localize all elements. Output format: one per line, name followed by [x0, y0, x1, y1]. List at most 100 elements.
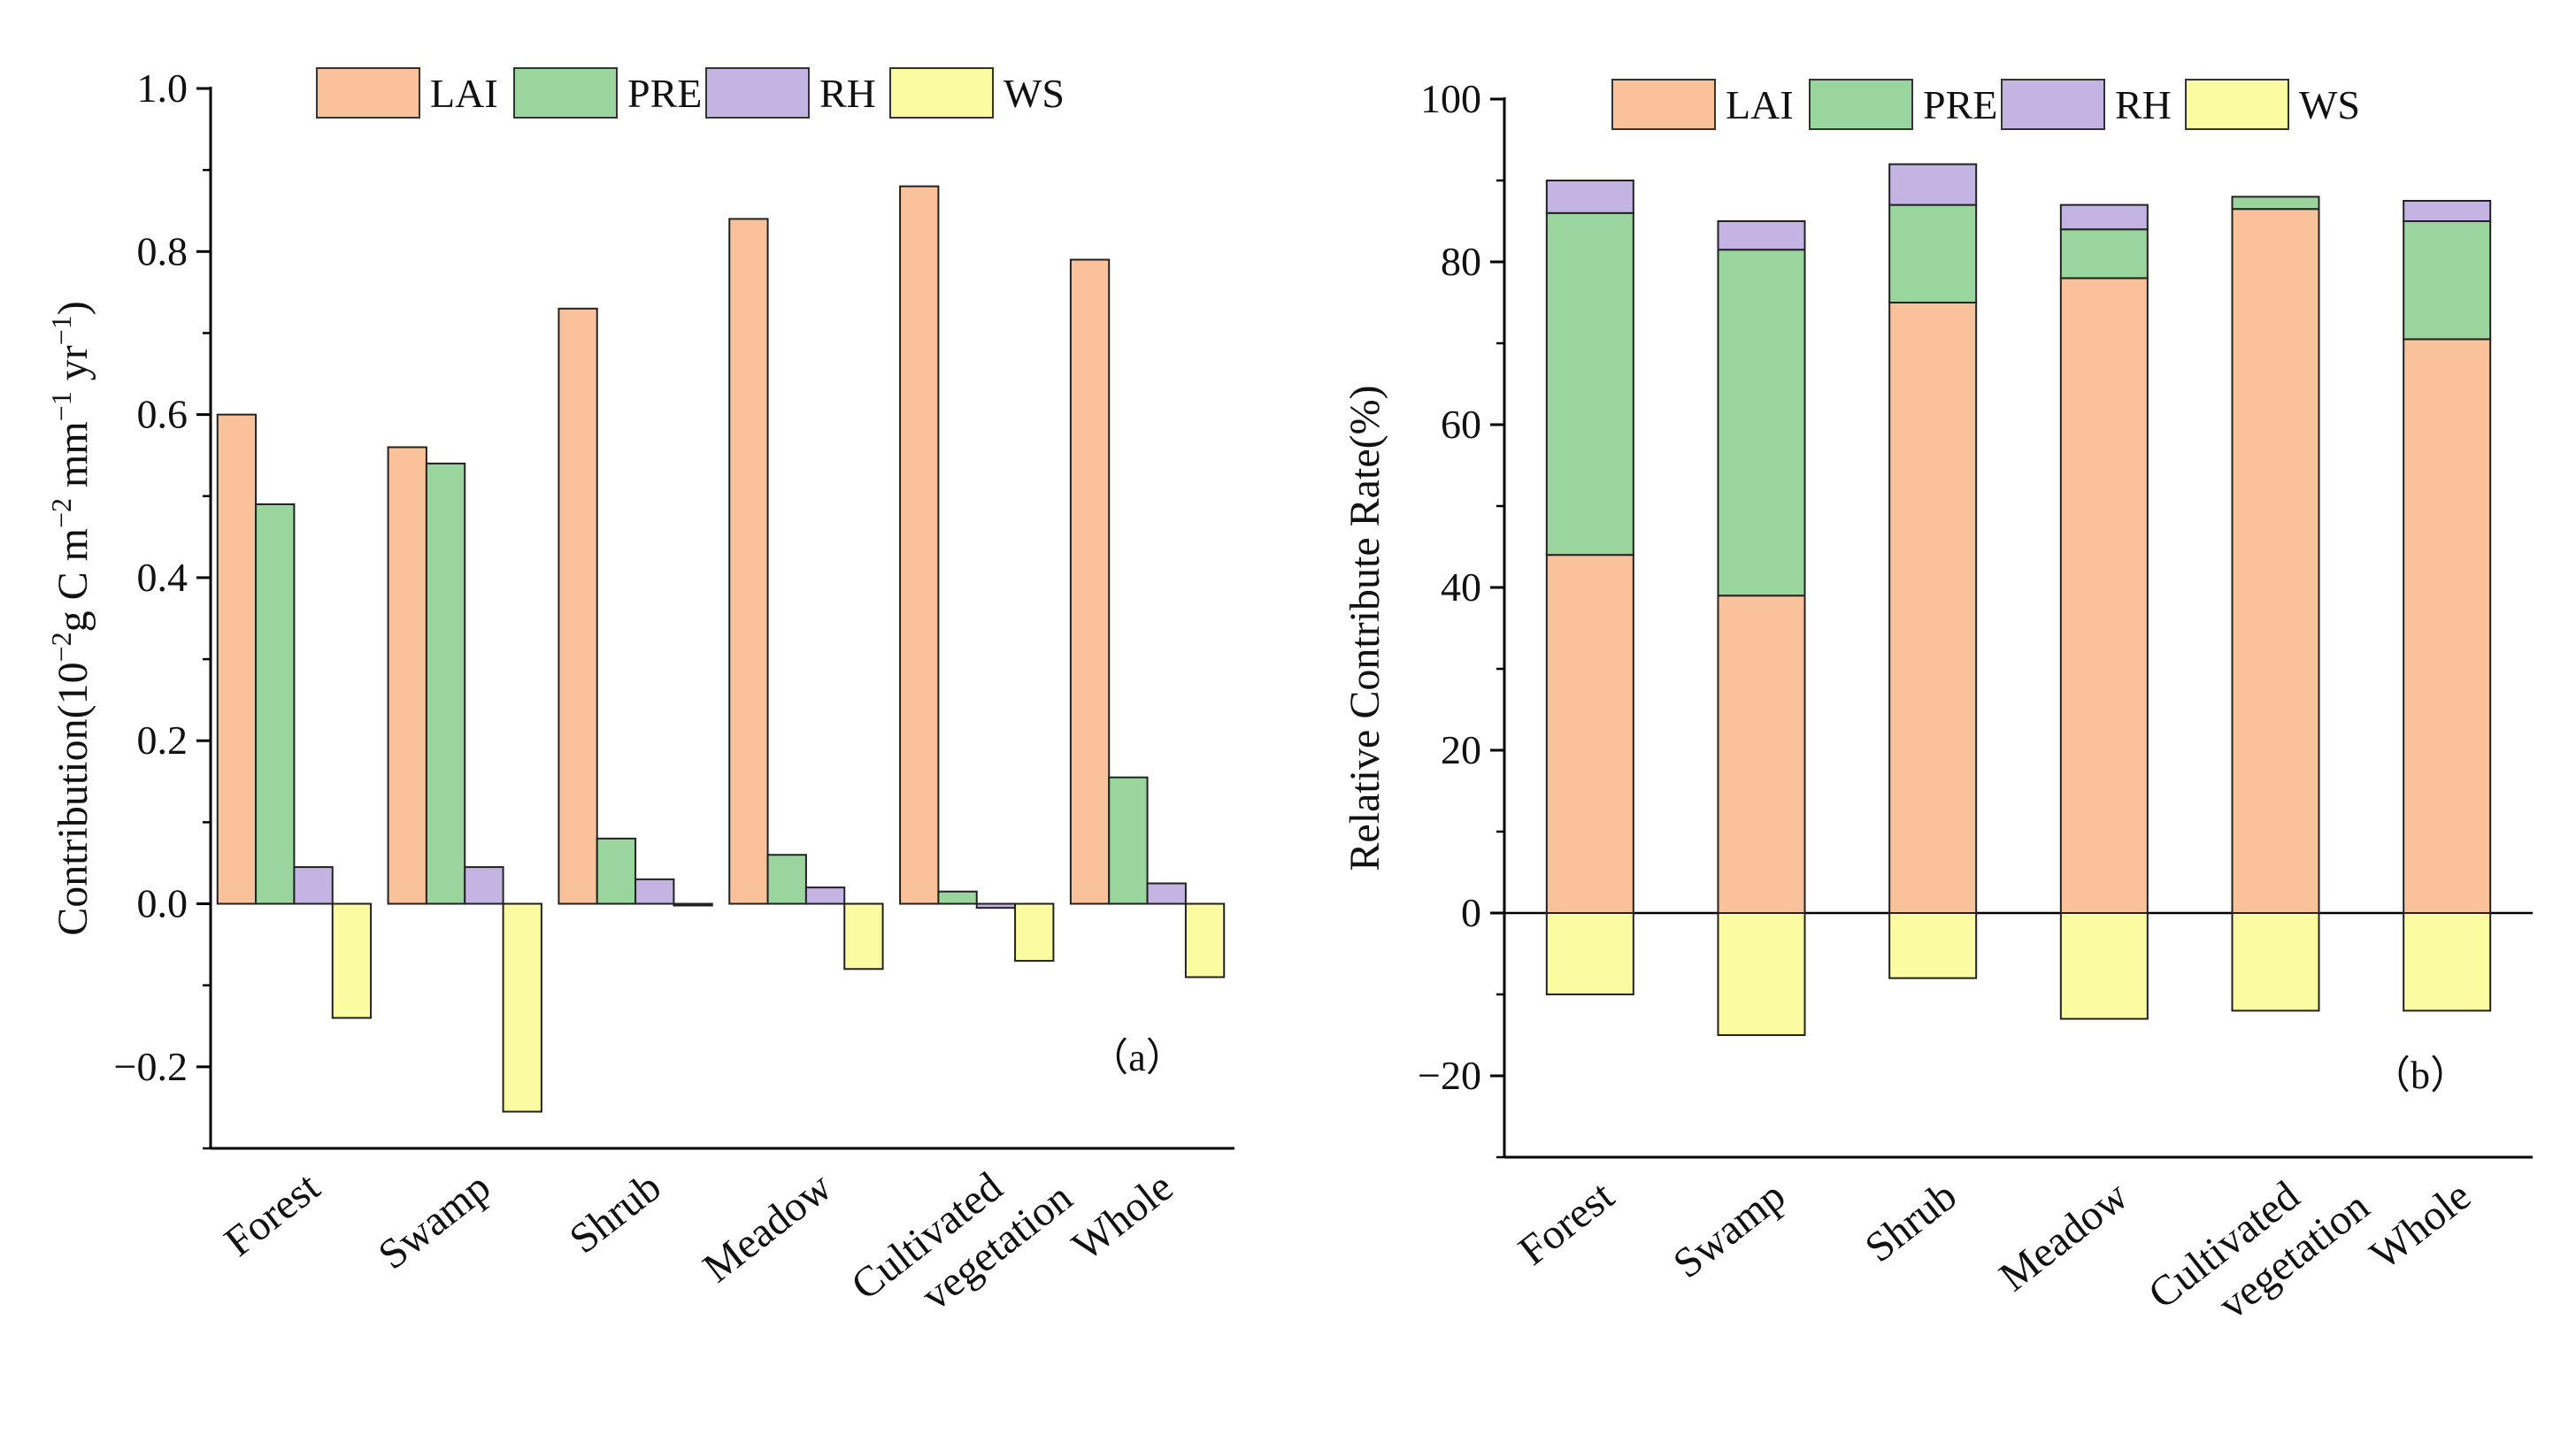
- y-axis-label: Contribution(10−2g C m−2 mm−1 yr−1): [45, 301, 96, 936]
- bar-rh: [2403, 200, 2492, 222]
- bar-ws: [1545, 912, 1634, 995]
- y-tick-label: −20: [1418, 1053, 1481, 1098]
- bar-ws: [1014, 902, 1055, 963]
- legend-swatch-pre: [513, 67, 618, 119]
- x-tick-label: Swamp: [370, 1163, 499, 1278]
- legend-swatch-rh: [705, 67, 810, 119]
- bar-lai: [387, 446, 427, 905]
- bar-rh: [1717, 220, 1806, 251]
- legend-swatch-lai: [1611, 79, 1716, 130]
- y-tick-label: 0.6: [137, 392, 188, 437]
- y-tick-label: 40: [1441, 564, 1481, 610]
- bar-rh: [293, 866, 334, 905]
- bar-ws: [2403, 912, 2492, 1012]
- bar-pre: [2231, 196, 2320, 211]
- bar-rh: [464, 866, 504, 905]
- x-tick-label: Shrub: [1857, 1172, 1965, 1271]
- y-tick-label: 20: [1441, 727, 1481, 772]
- x-tick-label-line: Whole: [2361, 1172, 2479, 1279]
- legend-swatch-ws: [2185, 79, 2289, 130]
- bar-ws: [1888, 912, 1978, 979]
- bar-ws: [1184, 902, 1226, 978]
- bar-rh: [2059, 203, 2149, 231]
- bar-rh: [634, 878, 675, 905]
- bar-pre: [1108, 776, 1149, 905]
- y-tick-label: 0.8: [137, 228, 188, 273]
- panel-tag: （a）: [1089, 1036, 1185, 1079]
- bar-rh: [1545, 180, 1634, 214]
- x-tick-label-line: Swamp: [370, 1163, 499, 1278]
- bar-lai: [2231, 208, 2320, 914]
- x-tick-label-line: Forest: [1510, 1171, 1623, 1274]
- bar-ws: [843, 902, 884, 971]
- panel-b-chart: −20 0 20 40 60 80 100 Forest Swamp Shrub Meadow Cul…: [1342, 76, 2533, 1358]
- legend-label-lai: LAI: [430, 71, 498, 116]
- bar-pre: [766, 854, 807, 905]
- y-tick-label: 0.2: [137, 718, 188, 763]
- bar-lai: [216, 413, 258, 905]
- legend-label-pre: PRE: [627, 71, 702, 116]
- x-tick-label: Swamp: [1665, 1172, 1794, 1287]
- legend-label-pre: PRE: [1923, 82, 1997, 127]
- y-tick-label: −0.2: [114, 1044, 188, 1089]
- x-tick-label-line: Swamp: [1665, 1172, 1794, 1287]
- y-tick-label: 100: [1420, 76, 1481, 121]
- x-tick-label-line: Meadow: [1991, 1172, 2137, 1301]
- y-axis-label: Relative Contribute Rate(%): [1342, 385, 1388, 871]
- x-tick-label: Meadow: [1991, 1172, 2137, 1301]
- x-tick-label: Forest: [1510, 1171, 1623, 1274]
- x-tick-label-line: Whole: [1064, 1163, 1181, 1270]
- legend-label-lai: LAI: [1726, 82, 1794, 127]
- panel-tag: （b）: [2372, 1054, 2469, 1097]
- bar-pre: [255, 503, 296, 905]
- x-tick-label: Cultivatedvegetation: [842, 1133, 1080, 1349]
- y-tick-label: 0.4: [137, 555, 188, 600]
- legend-label-ws: WS: [1003, 71, 1065, 116]
- x-tick-label: Cultivatedvegetation: [2140, 1142, 2378, 1358]
- legend-swatch-ws: [889, 67, 994, 119]
- legend-swatch-lai: [316, 67, 420, 119]
- bar-lai: [1888, 302, 1978, 914]
- bar-pre: [1545, 211, 1634, 556]
- y-tick-label: 1.0: [137, 65, 188, 111]
- x-tick-label-line: Shrub: [1857, 1172, 1965, 1271]
- bar-ws: [502, 902, 542, 1113]
- y-tick-label: 0.0: [137, 881, 188, 926]
- bar-rh: [804, 886, 846, 905]
- x-tick-label: Forest: [216, 1163, 329, 1265]
- bar-rh: [975, 902, 1017, 909]
- bar-lai: [728, 218, 769, 905]
- y-tick-label: 80: [1441, 239, 1481, 284]
- bar-ws: [331, 902, 373, 1019]
- legend-label-ws: WS: [2299, 82, 2360, 127]
- bar-pre: [425, 462, 466, 905]
- panel-a-chart: −0.2 0.0 0.2 0.4 0.6 0.8 1.0 Forest Swamp Shrub Me…: [45, 65, 1234, 1349]
- bar-lai: [2403, 338, 2492, 914]
- bar-ws: [2231, 912, 2320, 1012]
- bar-ws: [1717, 912, 1806, 1036]
- bar-rh: [1146, 882, 1187, 905]
- bar-lai: [557, 307, 598, 905]
- legend-label-rh: RH: [2115, 82, 2172, 127]
- bar-rh: [1888, 163, 1978, 206]
- bar-ws: [673, 902, 713, 907]
- legend-swatch-pre: [1809, 79, 1913, 130]
- bar-ws: [2059, 912, 2149, 1020]
- x-tick-label-line: Shrub: [561, 1163, 670, 1262]
- x-tick-label: Meadow: [695, 1163, 841, 1292]
- x-tick-label: Whole: [1064, 1163, 1181, 1270]
- x-tick-label: Shrub: [561, 1163, 670, 1262]
- bar-pre: [2403, 220, 2492, 341]
- bar-lai: [1717, 595, 1806, 914]
- x-tick-label-line: Forest: [216, 1163, 329, 1265]
- y-tick-label: 0: [1461, 890, 1481, 935]
- legend-swatch-rh: [2001, 79, 2105, 130]
- bar-pre: [596, 837, 637, 905]
- y-tick-label: 60: [1441, 402, 1481, 447]
- bar-pre: [1717, 249, 1806, 597]
- bar-lai: [899, 185, 940, 905]
- bar-pre: [937, 890, 978, 905]
- bar-lai: [1545, 554, 1634, 914]
